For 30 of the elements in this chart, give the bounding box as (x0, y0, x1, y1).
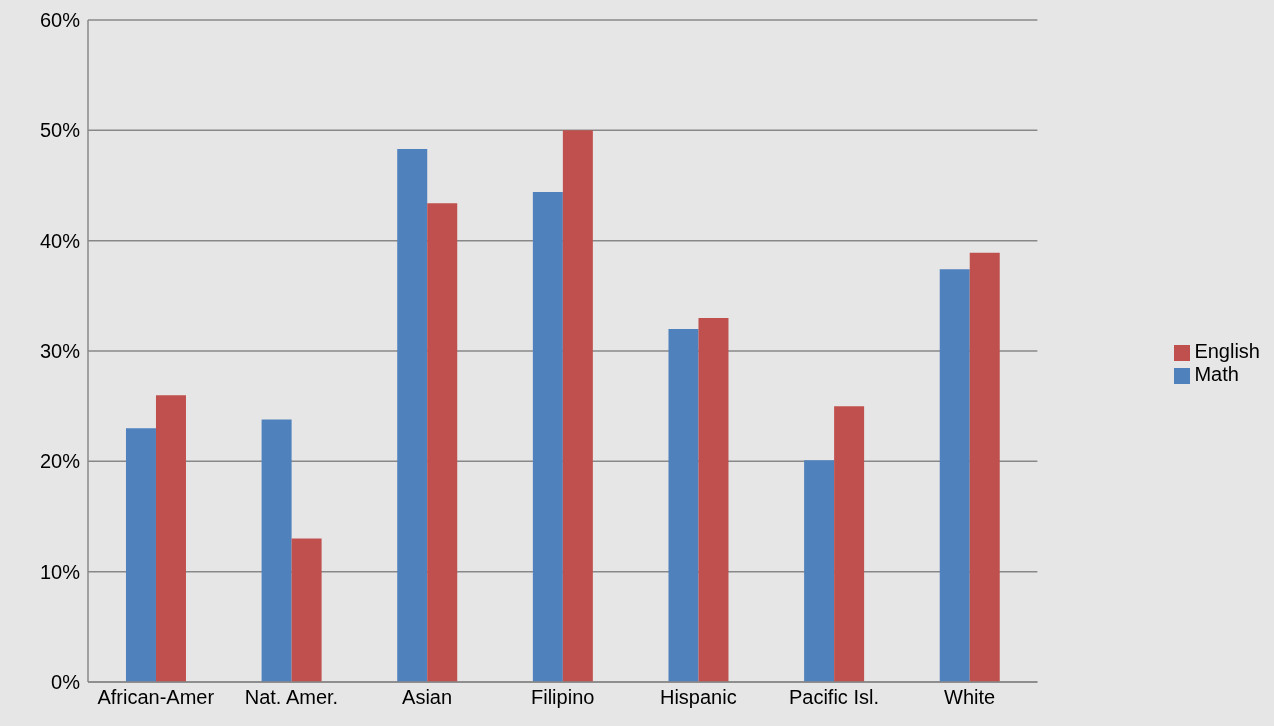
y-tick-label: 20% (39, 450, 81, 473)
bar (698, 317, 729, 682)
y-tick-label: 40% (39, 229, 81, 252)
bar (834, 406, 865, 682)
bar (427, 203, 458, 682)
x-tick-label: Filipino (531, 686, 595, 709)
legend-label: Math (1194, 363, 1239, 385)
x-tick-label: Hispanic (659, 686, 737, 709)
bar (532, 192, 563, 682)
x-tick-label: Nat. Amer. (244, 686, 339, 709)
bar (291, 538, 322, 682)
bar (969, 252, 1000, 682)
bar (562, 130, 593, 682)
y-tick-label: 30% (39, 340, 81, 363)
bar (804, 460, 835, 682)
legend-label: English (1194, 340, 1260, 362)
x-tick-label: African-Amer (97, 686, 215, 709)
y-tick-label: 50% (39, 119, 81, 142)
bar (261, 419, 292, 682)
x-tick-label: White (944, 686, 996, 709)
y-tick-label: 60% (39, 9, 81, 32)
x-tick-label: Asian (402, 686, 453, 709)
bar (397, 149, 428, 682)
bar (939, 269, 970, 682)
y-tick-label: 0% (51, 671, 81, 694)
bar (155, 395, 186, 682)
bar (125, 428, 156, 682)
bar (668, 328, 699, 682)
x-tick-label: Pacific Isl. (788, 686, 879, 709)
y-tick-label: 10% (39, 560, 81, 583)
